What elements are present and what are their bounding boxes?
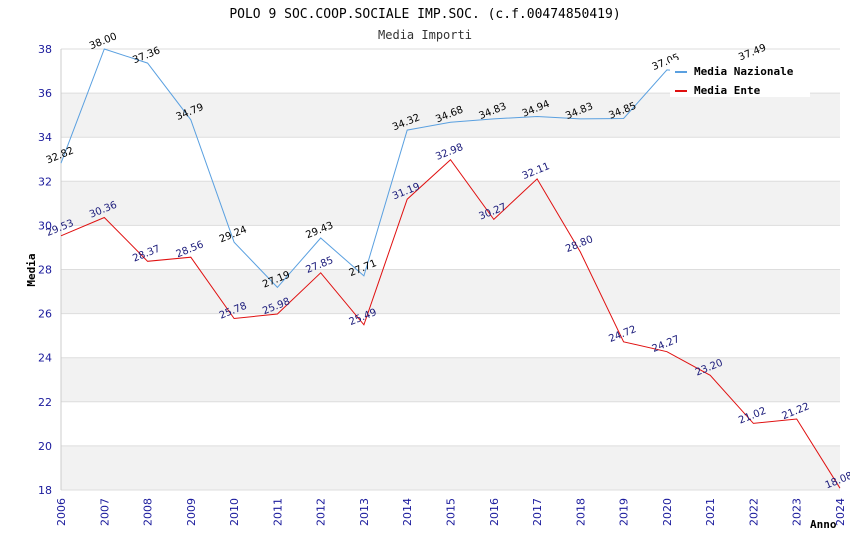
- y-tick-label: 34: [38, 131, 52, 144]
- x-tick-label: 2012: [315, 498, 328, 526]
- grid-band: [61, 313, 840, 358]
- y-tick-label: 24: [38, 352, 52, 365]
- grid-band: [61, 181, 840, 226]
- y-tick-label: 28: [38, 264, 52, 277]
- x-tick-label: 2021: [704, 498, 717, 526]
- x-tick-label: 2016: [488, 498, 501, 526]
- x-tick-label: 2014: [401, 498, 414, 526]
- grid-band: [61, 445, 840, 490]
- x-tick-label: 2008: [142, 498, 155, 526]
- x-tick-label: 2017: [531, 498, 544, 526]
- y-tick-label: 36: [38, 87, 52, 100]
- grid-lines: [60, 48, 840, 491]
- legend-label-media-ente: Media Ente: [694, 84, 761, 97]
- x-tick-label: 2015: [445, 498, 458, 526]
- series-line-media-nazionale: [60, 48, 754, 289]
- y-tick-label: 22: [38, 396, 52, 409]
- x-tick-label: 2013: [358, 498, 371, 526]
- x-tick-label: 2022: [747, 498, 760, 526]
- legend: Media Nazionale Media Ente: [670, 60, 810, 97]
- grid-band: [61, 357, 840, 402]
- x-tick-label: 2009: [185, 498, 198, 526]
- y-tick-label: 38: [38, 43, 52, 56]
- legend-box: [670, 60, 810, 97]
- series-line-media-ente: [60, 158, 841, 489]
- x-tick-label: 2020: [661, 498, 674, 526]
- y-tick-label: 30: [38, 219, 52, 232]
- series-lines: [60, 48, 841, 489]
- x-tick-label: 2019: [618, 498, 631, 526]
- x-tick-label: 2007: [98, 498, 111, 526]
- y-tick-label: 20: [38, 440, 52, 453]
- chart-title: POLO 9 SOC.COOP.SOCIALE IMP.SOC. (c.f.00…: [229, 7, 620, 22]
- x-tick-label: 2018: [574, 498, 587, 526]
- x-tick-label: 2006: [55, 498, 68, 526]
- legend-label-media-nazionale: Media Nazionale: [694, 65, 794, 78]
- y-axis-ticks: 18 20 22 24 26 28 30 32 34 36 38: [38, 43, 52, 497]
- grid-band: [61, 225, 840, 270]
- grid-band: [61, 401, 840, 446]
- y-tick-label: 18: [38, 484, 52, 497]
- x-axis-label: Anno: [810, 518, 837, 531]
- grid-band: [61, 269, 840, 314]
- plot-background: [61, 49, 840, 490]
- x-axis-ticks: 2006 2007 2008 2009 2010 2011 2012 2013 2014 2015…: [55, 498, 847, 526]
- x-tick-label: 2011: [271, 498, 284, 526]
- y-tick-label: 32: [38, 175, 52, 188]
- x-tick-label: 2010: [228, 498, 241, 526]
- y-tick-label: 26: [38, 308, 52, 321]
- chart-subtitle: Media Importi: [378, 28, 472, 42]
- y-axis-label: Media: [25, 253, 38, 286]
- x-tick-label: 2023: [791, 498, 804, 526]
- grid-band: [61, 93, 840, 138]
- x-tick-label: 2024: [834, 498, 847, 526]
